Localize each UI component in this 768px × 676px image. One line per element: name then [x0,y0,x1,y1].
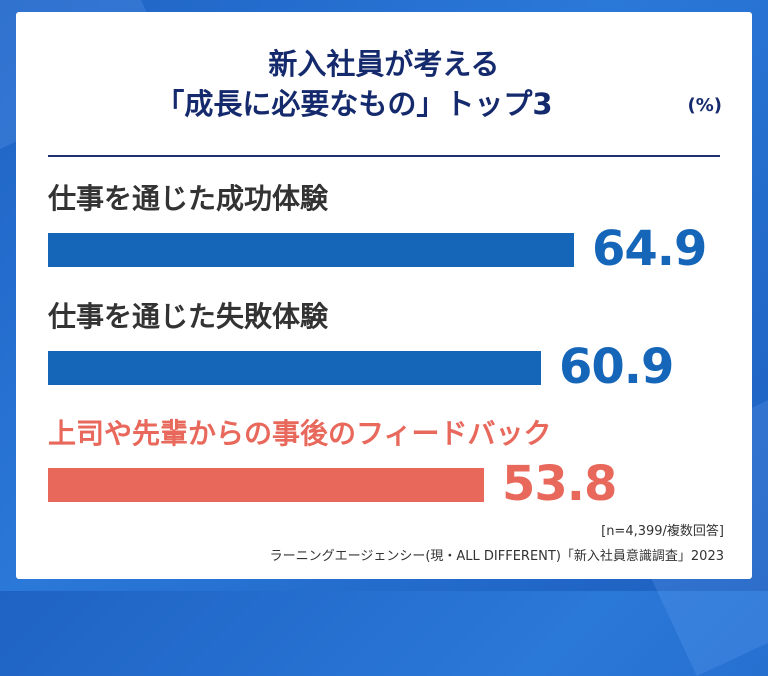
title-line-1: 新入社員が考える [268,47,500,81]
bar-label: 仕事を通じた成功体験 [48,182,329,215]
source-note: ラーニングエージェンシー(現・ALL DIFFERENT)「新入社員意識調査」2… [269,549,724,564]
bar-label: 上司や先輩からの事後のフィードバック [48,417,552,450]
chart-card: 新入社員が考える 「成長に必要なもの」トップ3 (%) 仕事を通じた成功体験 64… [16,12,752,579]
title-divider [48,155,720,157]
bar-value-label: 64.9 [592,221,707,277]
bar-value-label: 53.8 [502,456,617,512]
sample-note: [n=4,399/複数回答] [601,524,724,539]
bar [48,351,541,385]
bar-value-label: 60.9 [559,339,674,395]
unit-label: (%) [687,95,723,116]
bar [48,233,574,267]
title-line-2: 「成長に必要なもの」トップ3 [155,87,553,121]
bar-label: 仕事を通じた失敗体験 [48,300,329,333]
chart-title: 新入社員が考える 「成長に必要なもの」トップ3 [16,44,752,124]
bar [48,468,484,502]
